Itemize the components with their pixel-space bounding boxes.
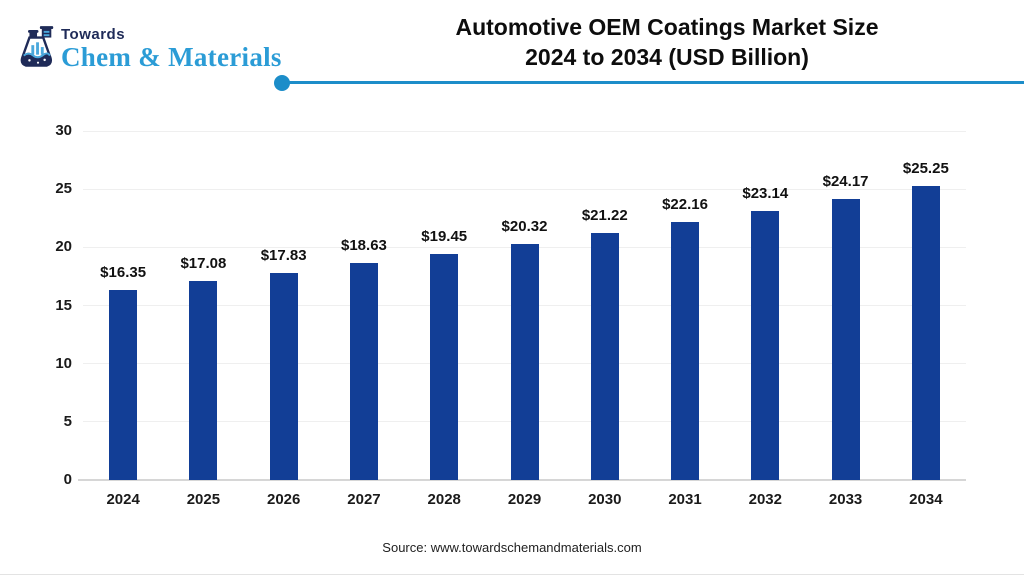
bar-2025: [189, 281, 218, 480]
x-tick-label-2025: 2025: [186, 491, 221, 508]
x-tick-label-2028: 2028: [427, 491, 461, 508]
bar-value-label-2034: $25.25: [902, 160, 949, 178]
chart-title-line2: 2024 to 2034 (USD Billion): [525, 44, 809, 70]
y-tick-label-10: 10: [55, 354, 72, 372]
x-tick-label-2027: 2027: [347, 491, 381, 508]
brand-name: Chem & Materials: [61, 42, 282, 72]
y-tick-label-25: 25: [55, 180, 72, 198]
bar-2029: [510, 243, 539, 480]
y-tick-label-20: 20: [55, 238, 72, 256]
brand-logo: Towards Chem & Materials: [19, 26, 282, 71]
bar-value-label-2024: $16.35: [100, 263, 147, 281]
x-tick-label-2031: 2031: [668, 491, 702, 508]
x-tick-label-2026: 2026: [266, 491, 301, 508]
bar-2026: [269, 272, 298, 480]
bar-2024: [109, 289, 138, 480]
x-tick-label-2032: 2032: [748, 491, 782, 508]
y-tick-label-5: 5: [63, 412, 72, 430]
x-tick-label-2030: 2030: [588, 491, 622, 508]
bar-value-label-2030: $21.22: [581, 207, 628, 225]
flask-icon: [20, 26, 54, 67]
x-tick-label-2033: 2033: [828, 491, 863, 508]
bar-2028: [430, 253, 459, 480]
bar-2032: [751, 210, 780, 480]
y-tick-label-15: 15: [55, 296, 72, 314]
x-tick-label-2029: 2029: [507, 491, 542, 508]
x-axis-line: [78, 479, 966, 481]
bar-2030: [590, 233, 619, 480]
header-divider-line: [283, 81, 1024, 84]
gridline-25: [83, 188, 966, 190]
chart-title: Automotive OEM Coatings Market Size 2024…: [320, 12, 1014, 72]
brand-text: Towards Chem & Materials: [61, 26, 282, 71]
bar-value-label-2027: $18.63: [341, 237, 387, 255]
bar-2031: [671, 222, 700, 480]
bar-value-label-2025: $17.08: [180, 255, 227, 273]
bar-2027: [349, 263, 378, 480]
y-tick-label-30: 30: [55, 122, 72, 139]
gridline-30: [83, 130, 966, 132]
y-tick-label-0: 0: [63, 471, 72, 488]
brand-towards: Towards: [61, 26, 126, 43]
x-tick-label-2034: 2034: [909, 491, 943, 508]
bar-2034: [911, 186, 940, 480]
bar-value-label-2032: $23.14: [742, 184, 789, 202]
bar-value-label-2028: $19.45: [421, 227, 468, 245]
bar-value-label-2029: $20.32: [501, 217, 548, 235]
bar-value-label-2033: $24.17: [822, 172, 869, 190]
bar-value-label-2026: $17.83: [260, 246, 307, 264]
bar-2033: [831, 198, 860, 480]
chart-title-line1: Automotive OEM Coatings Market Size: [455, 14, 879, 40]
header-divider-dot: [274, 75, 290, 91]
x-tick-label-2024: 2024: [106, 491, 140, 508]
source-text: Source: www.towardschemandmaterials.com: [382, 540, 642, 555]
bar-value-label-2031: $22.16: [662, 196, 708, 214]
bottom-border: [0, 574, 1024, 575]
